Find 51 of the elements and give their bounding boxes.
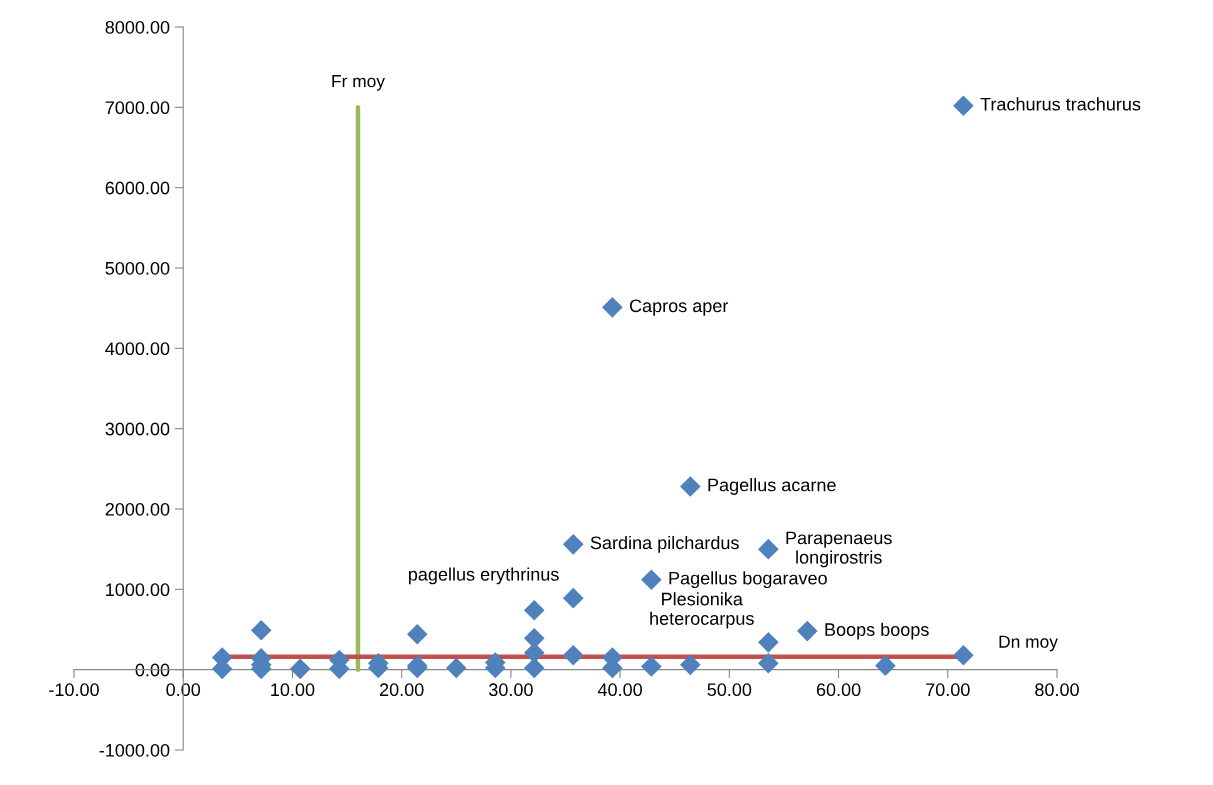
text: Dn moy (999, 635, 1058, 652)
x-tick-label: 50.00 (707, 683, 752, 697)
y-tick-label: 2000.00 (105, 502, 170, 516)
point (875, 655, 896, 676)
x-tick-label: 40.00 (597, 683, 642, 697)
point (562, 534, 584, 555)
annotation: Pagellus acarne (708, 478, 836, 495)
y-tick-label: -1000.00 (99, 743, 170, 757)
x-tick-label: 80.00 (1035, 683, 1079, 697)
point (758, 538, 779, 560)
point (562, 644, 584, 666)
point (641, 656, 662, 677)
x-tick-label: 60.00 (816, 683, 861, 697)
point (758, 652, 779, 674)
point (641, 569, 662, 590)
annotation: Trachurus trachurus (980, 97, 1141, 111)
point (523, 657, 545, 679)
y-tick-label: 4000.00 (105, 342, 170, 356)
annotation: Pagellus bogaraveo (669, 571, 827, 589)
point (406, 624, 428, 645)
point (289, 658, 311, 680)
annotation: Capros aper (629, 299, 729, 316)
annotation: Parapenaeus longirostris (786, 531, 892, 568)
annotation: Plesionika heterocarpus (650, 592, 754, 629)
x-tick-label: 30.00 (488, 683, 533, 697)
point (523, 599, 545, 621)
y-tick-label: 8000.00 (105, 20, 170, 34)
point (562, 587, 584, 609)
point (680, 654, 701, 676)
point (445, 657, 467, 679)
annotation: pagellus erythrinus (408, 567, 559, 585)
point (758, 632, 779, 653)
y-tick-label: 3000.00 (105, 422, 170, 436)
series-label: Fr moy (332, 75, 385, 91)
point (953, 95, 974, 117)
x-tick-label: 20.00 (379, 683, 424, 697)
point (953, 644, 974, 666)
y-tick-label: 6000.00 (105, 181, 170, 195)
y-tick-label: 1000.00 (106, 583, 170, 597)
point (250, 620, 272, 641)
x-tick-label: 70.00 (926, 683, 970, 697)
y-tick-label: 7000.00 (105, 101, 170, 115)
annotation: Boops boops (825, 622, 929, 640)
point (602, 297, 623, 318)
y-tick-label: 5000.00 (105, 261, 170, 275)
x-tick-label: 0.00 (166, 683, 201, 697)
annotation: Sardina pilchardus (590, 535, 739, 553)
point (680, 476, 701, 497)
point (797, 620, 818, 642)
x-tick-label: 10.00 (271, 683, 315, 697)
x-tick-label: -10.00 (49, 683, 99, 697)
